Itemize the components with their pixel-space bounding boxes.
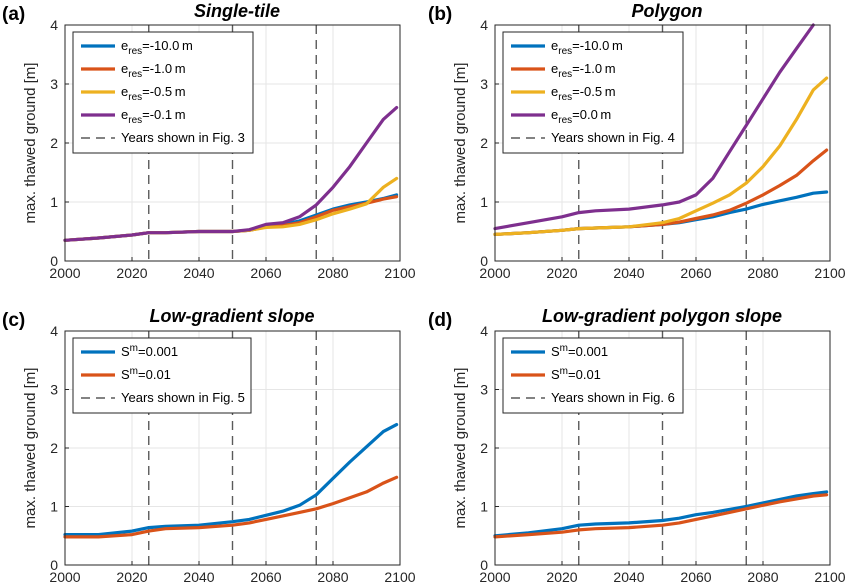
y-tick-label: 1	[50, 499, 58, 515]
legend-entry: Sm=0.01	[121, 366, 171, 382]
x-tick-label: 2040	[613, 265, 644, 281]
legend-entry-reference: Years shown in Fig. 5	[121, 390, 245, 405]
y-tick-label: 2	[50, 440, 58, 456]
x-tick-label: 2100	[814, 265, 845, 281]
legend-entry: eres=0.0 m	[551, 107, 611, 126]
y-axis-label: max. thawed ground [m]	[22, 368, 39, 529]
x-tick-label: 2020	[116, 569, 147, 585]
x-tick-label: 2100	[814, 569, 845, 585]
y-axis-label: max. thawed ground [m]	[452, 368, 469, 529]
legend-entry: eres=-1.0 m	[551, 61, 616, 80]
series-line	[493, 490, 829, 538]
y-tick-label: 1	[50, 194, 58, 210]
y-tick-label: 0	[480, 253, 488, 269]
panel-a: 2000 2020 2040 2060 2080 2100 0 1 2 3 4 max. thawed…	[2, 1, 416, 281]
series-line	[493, 493, 829, 539]
legend-entry-reference: Years shown in Fig. 4	[551, 130, 675, 145]
x-tick-label: 2080	[317, 569, 348, 585]
panel-title: Single-tile	[194, 1, 280, 21]
series-line	[63, 475, 399, 539]
x-tick-label: 2040	[613, 569, 644, 585]
x-tick-label: 2020	[116, 265, 147, 281]
y-tick-label: 3	[50, 382, 58, 398]
x-tick-label: 2060	[680, 265, 711, 281]
y-tick-label: 1	[480, 499, 488, 515]
panel-label: (a)	[2, 4, 25, 25]
x-tick-label: 2000	[479, 569, 510, 585]
series-line	[493, 23, 815, 231]
panel-title: Low-gradient slope	[149, 306, 314, 326]
legend-entry: eres=-0.5 m	[121, 84, 186, 103]
y-tick-label: 0	[50, 253, 58, 269]
y-tick-label: 2	[480, 440, 488, 456]
y-tick-label: 1	[480, 194, 488, 210]
y-tick-label: 4	[50, 323, 58, 339]
legend-entry: Sm=0.001	[121, 343, 178, 359]
panel-d: 2000 2020 2040 2060 2080 2100 0 1 2 3 4 max. thawed…	[428, 306, 846, 585]
x-tick-label: 2040	[183, 265, 214, 281]
x-tick-label: 2080	[747, 265, 778, 281]
legend-entry: eres=-10.0 m	[551, 38, 623, 57]
series-line	[63, 423, 399, 537]
y-tick-label: 3	[480, 76, 488, 92]
x-tick-label: 2060	[250, 569, 281, 585]
panel-label: (c)	[2, 310, 25, 331]
panel-title: Low-gradient polygon slope	[542, 306, 782, 326]
x-tick-label: 2000	[49, 569, 80, 585]
legend-entry: Sm=0.01	[551, 366, 601, 382]
x-tick-label: 2060	[680, 569, 711, 585]
x-tick-label: 2000	[49, 265, 80, 281]
y-tick-label: 0	[50, 557, 58, 573]
y-tick-label: 4	[480, 323, 488, 339]
panel-title: Polygon	[632, 1, 703, 21]
legend-entry: eres=-0.1 m	[121, 107, 186, 126]
y-tick-label: 0	[480, 557, 488, 573]
panel-c: 2000 2020 2040 2060 2080 2100 0 1 2 3 4 max. thawed…	[2, 306, 416, 585]
legend-entry-reference: Years shown in Fig. 6	[551, 390, 675, 405]
x-tick-label: 2100	[384, 265, 415, 281]
y-tick-label: 3	[480, 382, 488, 398]
x-tick-label: 2080	[317, 265, 348, 281]
y-tick-label: 2	[480, 135, 488, 151]
x-tick-label: 2020	[546, 569, 577, 585]
legend-entry: eres=-1.0 m	[121, 61, 186, 80]
x-tick-label: 2000	[479, 265, 510, 281]
legend-entry: Sm=0.001	[551, 343, 608, 359]
y-tick-label: 2	[50, 135, 58, 151]
legend-entry: eres=-10.0 m	[121, 38, 193, 57]
series-line	[493, 190, 829, 236]
series-line	[63, 195, 399, 242]
y-tick-label: 3	[50, 76, 58, 92]
series-line	[493, 76, 829, 236]
x-tick-label: 2100	[384, 569, 415, 585]
legend-entry-reference: Years shown in Fig. 3	[121, 130, 245, 145]
legend-entry: eres=-0.5 m	[551, 84, 616, 103]
x-tick-label: 2020	[546, 265, 577, 281]
x-tick-label: 2040	[183, 569, 214, 585]
y-axis-label: max. thawed ground [m]	[452, 63, 469, 224]
series-line	[63, 105, 399, 242]
y-tick-label: 4	[50, 17, 58, 33]
y-axis-label: max. thawed ground [m]	[22, 63, 39, 224]
panel-label: (d)	[428, 310, 452, 331]
y-tick-label: 4	[480, 17, 488, 33]
panel-label: (b)	[428, 4, 452, 25]
x-tick-label: 2080	[747, 569, 778, 585]
x-tick-label: 2060	[250, 265, 281, 281]
panel-b: 2000 2020 2040 2060 2080 2100 0 1 2 3 4 max. thawed…	[428, 1, 846, 281]
